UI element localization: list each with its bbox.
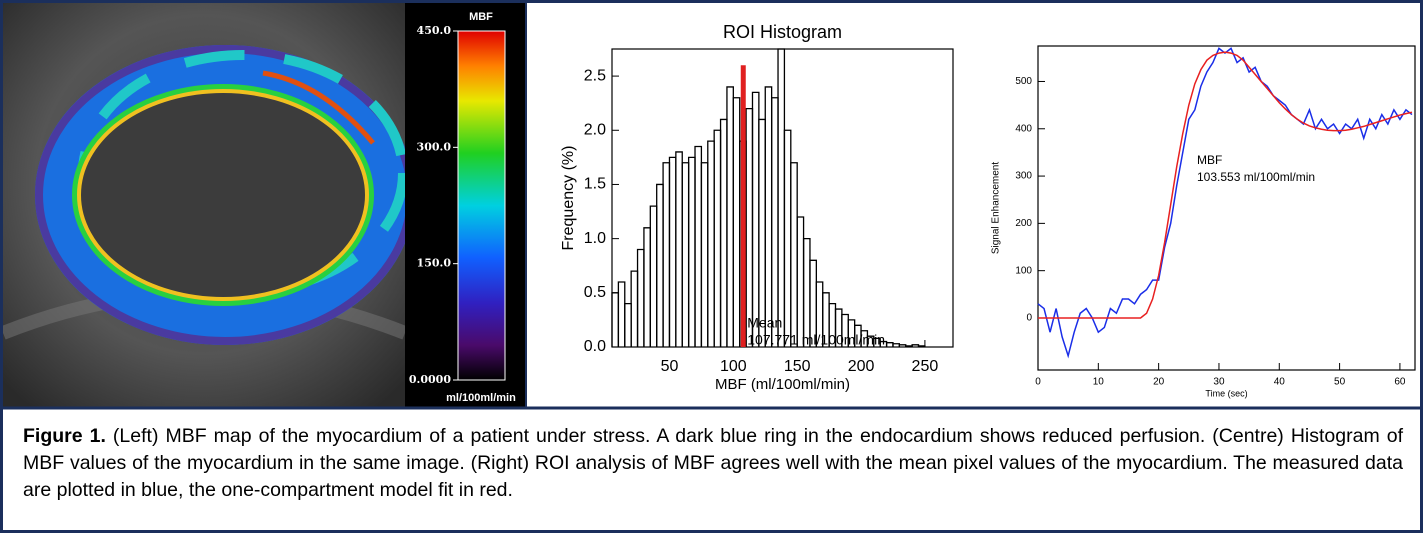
histogram-bar (759, 119, 765, 347)
x-tick-label: 150 (784, 358, 811, 375)
x-tick-label: 60 (1394, 377, 1406, 388)
y-tick-label: 0.0 (584, 338, 606, 355)
histogram-bar (669, 157, 675, 347)
histogram-bar (721, 119, 727, 347)
x-tick-label: 0 (1035, 377, 1041, 388)
histogram-bar (791, 163, 797, 347)
x-tick-label: 50 (661, 358, 679, 375)
divider (525, 3, 527, 407)
x-tick-label: 250 (912, 358, 939, 375)
colorbar-title: MBF (469, 11, 493, 23)
y-tick-label: 500 (1015, 76, 1032, 87)
histogram-bar (638, 249, 644, 347)
y-tick-label: 1.5 (584, 176, 606, 193)
histogram-bar (727, 87, 733, 347)
caption-text: (Left) MBF map of the myocardium of a pa… (23, 425, 1403, 501)
histogram-bar (701, 163, 707, 347)
histogram-bar (695, 147, 701, 347)
caption: Figure 1. (Left) MBF map of the myocardi… (23, 423, 1403, 504)
chart-title: ROI Histogram (723, 22, 842, 42)
y-tick-label: 0.5 (584, 284, 606, 301)
mean-label: Mean (747, 315, 782, 331)
caption-label: Figure 1. (23, 425, 106, 447)
histogram-bar (618, 282, 624, 347)
histogram-bar (772, 98, 778, 347)
colorbar-tick-label: 300.0 (417, 140, 452, 153)
y-axis-label: Frequency (%) (560, 146, 577, 251)
x-tick-label: 30 (1213, 377, 1225, 388)
histogram-bar (650, 206, 656, 347)
histogram-bar (778, 49, 784, 347)
x-axis-label: MBF (ml/100ml/min) (715, 376, 850, 393)
series-line (1038, 52, 1412, 318)
histogram-bar (733, 98, 739, 347)
y-tick-label: 300 (1015, 171, 1032, 182)
y-tick-label: 2.0 (584, 121, 606, 138)
histogram-bar (797, 217, 803, 347)
x-tick-label: 50 (1334, 377, 1346, 388)
histogram-bar (612, 293, 618, 347)
y-tick-label: 2.5 (584, 67, 606, 84)
histogram-bar (631, 271, 637, 347)
series-line (1038, 48, 1412, 355)
histogram-bar (676, 152, 682, 347)
histogram-bar (682, 163, 688, 347)
y-tick-label: 0 (1026, 313, 1032, 324)
histogram-bar (784, 130, 790, 347)
y-axis-label: Signal Enhancement (991, 162, 1002, 255)
mean-value-label: 107.771 ml/100ml/min (747, 332, 885, 348)
annotation-value: 103.553 ml/100ml/min (1197, 170, 1315, 184)
x-tick-label: 100 (720, 358, 747, 375)
histogram-bar (887, 343, 893, 347)
y-tick-label: 100 (1015, 265, 1032, 276)
histogram-bar (644, 228, 650, 347)
x-axis-label: Time (sec) (1205, 388, 1247, 398)
x-tick-label: 200 (848, 358, 875, 375)
x-tick-label: 10 (1093, 377, 1105, 388)
x-tick-label: 20 (1153, 377, 1165, 388)
histogram-bar (765, 87, 771, 347)
y-tick-label: 400 (1015, 123, 1032, 134)
colorbar-tick-label: 150.0 (417, 257, 452, 270)
annotation-label: MBF (1197, 153, 1222, 167)
colorbar-tick-label: 0.0000 (409, 373, 451, 386)
colorbar (458, 31, 505, 380)
colorbar-unit: ml/100ml/min (446, 392, 516, 404)
histogram-bar (663, 163, 669, 347)
y-tick-label: 200 (1015, 218, 1032, 229)
y-tick-label: 1.0 (584, 230, 606, 247)
histogram-bar (746, 109, 752, 347)
histogram-bar (657, 184, 663, 347)
histogram-bar (708, 141, 714, 347)
histogram-bar (714, 130, 720, 347)
histogram-bar (752, 92, 758, 347)
histogram-bar (689, 157, 695, 347)
x-tick-label: 40 (1274, 377, 1286, 388)
histogram-bar (625, 304, 631, 347)
mean-line (741, 65, 746, 347)
figure: MBFml/100ml/min0.0000150.0300.0450.05010… (0, 0, 1423, 533)
colorbar-tick-label: 450.0 (417, 24, 452, 37)
ring-inner-edge (79, 91, 367, 299)
